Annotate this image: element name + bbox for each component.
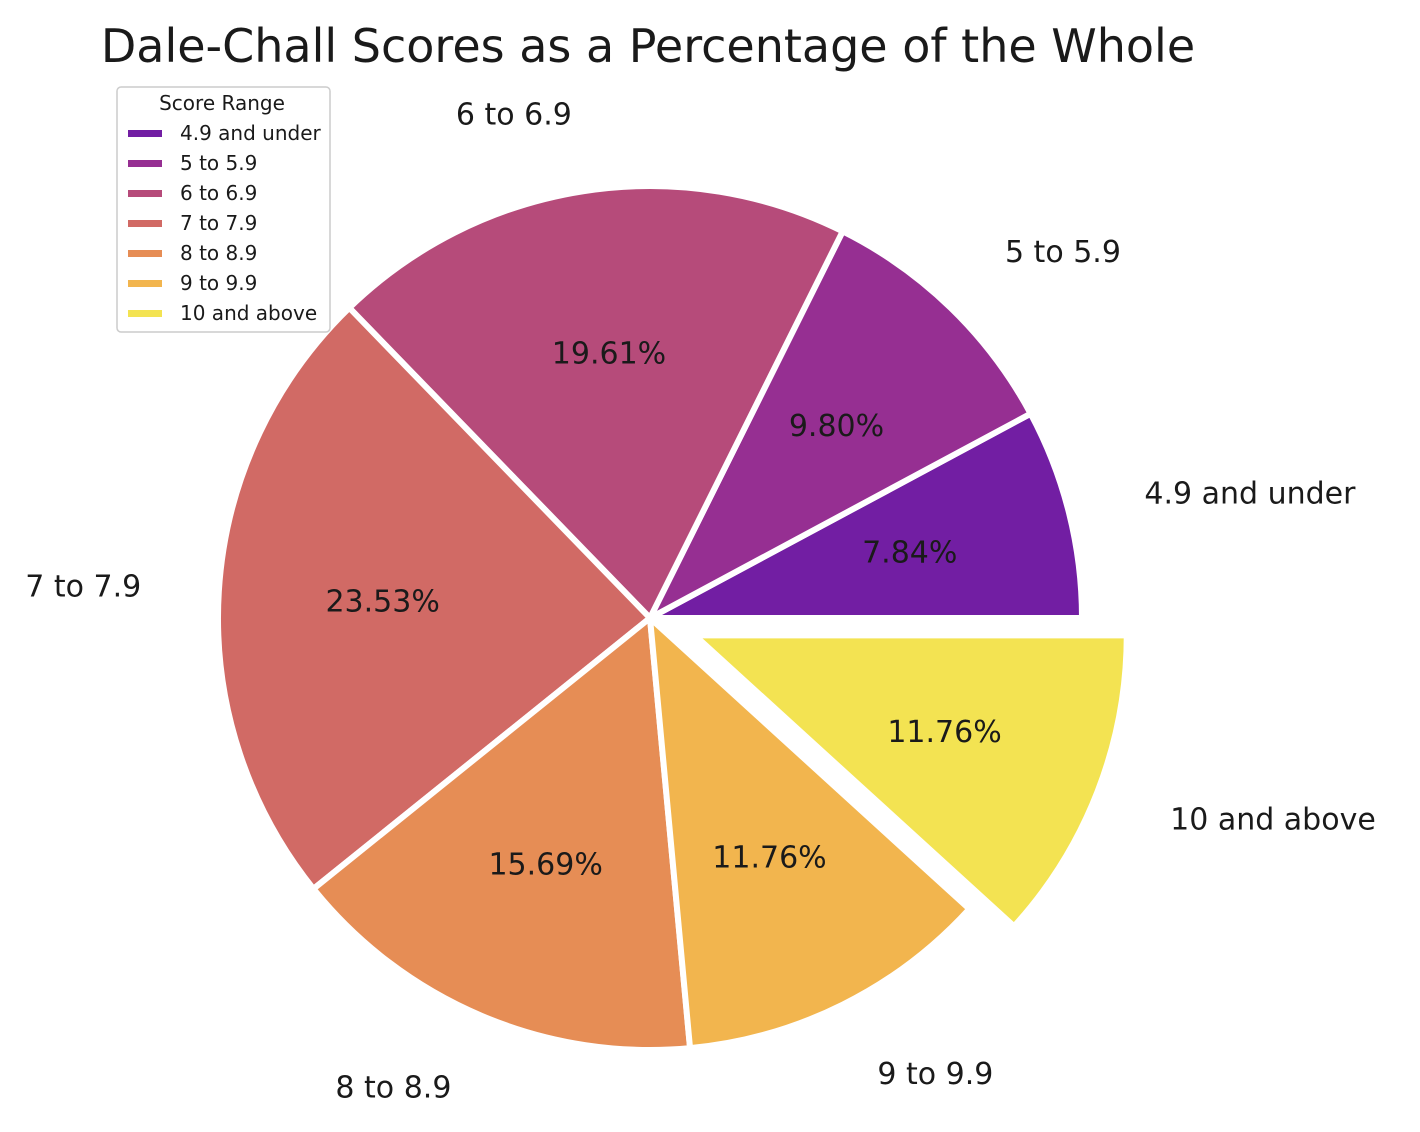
- legend-swatch-6-to-6-9: [128, 190, 162, 197]
- pie-slice-10-and-above: [691, 632, 1130, 930]
- legend-label-6-to-6-9: 6 to 6.9: [180, 181, 257, 205]
- pct-label-7-to-7-9: 23.53%: [325, 585, 439, 620]
- pct-label-8-to-8-9: 15.69%: [488, 848, 602, 883]
- legend-title: Score Range: [159, 91, 285, 115]
- legend-label-9-to-9-9: 9 to 9.9: [180, 271, 257, 295]
- slice-label-5-to-5-9: 5 to 5.9: [1005, 235, 1121, 270]
- legend-label-5-to-5-9: 5 to 5.9: [180, 151, 257, 175]
- legend-swatch-10-and-above: [128, 310, 162, 317]
- legend-label-4-9-and-under: 4.9 and under: [180, 121, 322, 145]
- legend: Score Range 4.9 and under 5 to 5.9 6 to 6.…: [116, 86, 331, 333]
- legend-swatch-7-to-7-9: [128, 220, 162, 227]
- percentage-labels: 7.84% 9.80% 19.61% 23.53% 15.69% 11.76% 11.76%: [325, 336, 1001, 882]
- chart-title: Dale-Chall Scores as a Percentage of the…: [101, 19, 1195, 73]
- pct-label-9-to-9-9: 11.76%: [712, 841, 826, 876]
- legend-label-8-to-8-9: 8 to 8.9: [180, 241, 257, 265]
- slice-labels: 4.9 and under 5 to 5.9 6 to 6.9 7 to 7.9 8 t…: [25, 97, 1376, 1105]
- legend-label-7-to-7-9: 7 to 7.9: [180, 211, 257, 235]
- legend-swatch-5-to-5-9: [128, 160, 162, 167]
- pie-slice-4-9-and-under: [647, 410, 1085, 621]
- pie-slice-8-to-8-9: [310, 615, 694, 1053]
- pie-slice-7-to-7-9: [215, 304, 653, 892]
- legend-swatch-8-to-8-9: [128, 250, 162, 257]
- pct-label-10-and-above: 11.76%: [887, 715, 1001, 750]
- slice-label-7-to-7-9: 7 to 7.9: [25, 570, 141, 605]
- slice-label-9-to-9-9: 9 to 9.9: [877, 1057, 993, 1092]
- legend-frame: [116, 86, 331, 333]
- legend-swatch-4-9-and-under: [128, 130, 162, 137]
- pct-label-5-to-5-9: 9.80%: [789, 409, 884, 444]
- slice-label-8-to-8-9: 8 to 8.9: [335, 1070, 451, 1105]
- slice-label-10-and-above: 10 and above: [1170, 802, 1376, 837]
- slice-label-6-to-6-9: 6 to 6.9: [456, 97, 572, 132]
- legend-items: 4.9 and under 5 to 5.9 6 to 6.9 7 to 7.9 8 t…: [128, 121, 322, 325]
- pie-slice-6-to-6-9: [346, 183, 846, 621]
- pie-slice-5-to-5-9: [647, 228, 1034, 621]
- legend-swatch-9-to-9-9: [128, 280, 162, 287]
- slice-label-4-9-and-under: 4.9 and under: [1144, 477, 1356, 512]
- pct-label-4-9-and-under: 7.84%: [862, 536, 957, 571]
- legend-label-10-and-above: 10 and above: [180, 301, 317, 325]
- pie-slices: [215, 183, 1130, 1053]
- pie-slice-9-to-9-9: [647, 615, 973, 1052]
- pct-label-6-to-6-9: 19.61%: [552, 336, 666, 371]
